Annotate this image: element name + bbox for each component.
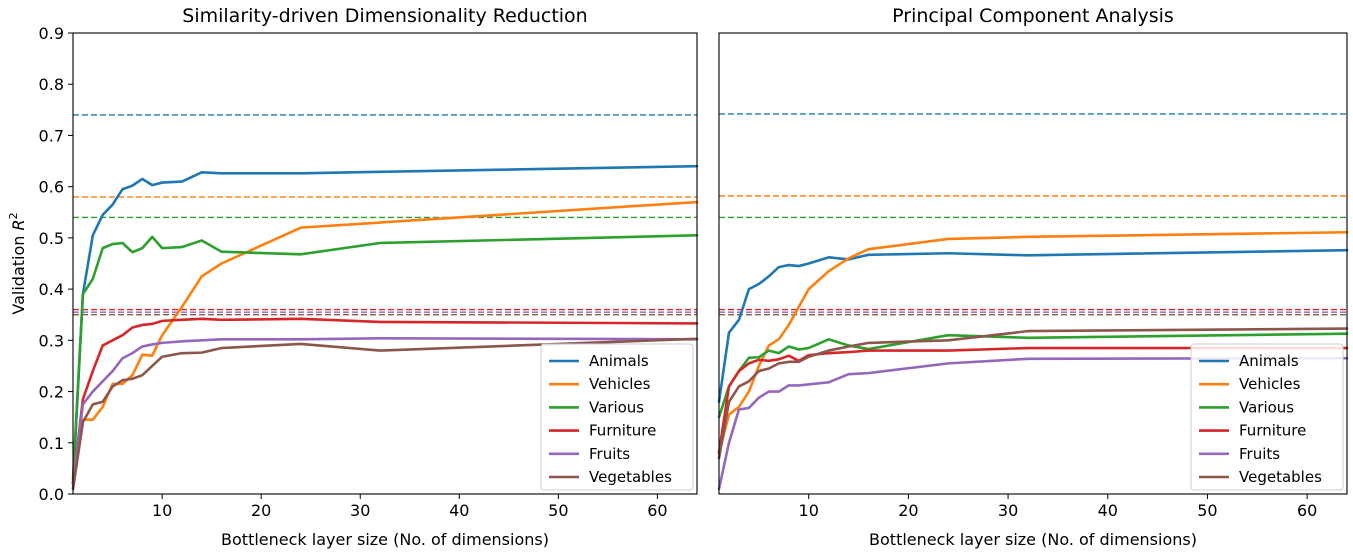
series-line-vegetables: [717, 327, 1349, 460]
legend-label-vegetables: Vegetables: [589, 468, 672, 486]
y-tick-label: 0.0: [39, 485, 64, 504]
series-line-fruits: [717, 356, 1349, 491]
chart-panel-2: Principal Component Analysis 10 20 30 40 50 60…: [717, 5, 1349, 549]
legend-label-various: Various: [589, 398, 644, 416]
legend: Animals Vehicles Various Furniture Fruits Veg…: [540, 343, 694, 491]
y-tick-label: 0.3: [39, 331, 64, 350]
chart-title: Similarity-driven Dimensionality Reducti…: [182, 5, 587, 27]
legend-label-animals: Animals: [589, 352, 649, 370]
series-line-animals: [71, 164, 699, 486]
series-line-animals: [717, 248, 1349, 404]
y-axis-label-part: 2: [7, 212, 20, 219]
y-tick-label: 0.9: [39, 24, 64, 43]
series-line-vehicles: [71, 200, 699, 491]
series-line-fruits: [71, 336, 699, 486]
y-tick-label: 0.7: [39, 126, 64, 145]
x-tick-label: 20: [898, 501, 918, 520]
plot-frame: [72, 32, 698, 495]
x-tick-label: 60: [647, 501, 667, 520]
legend: Animals Vehicles Various Furniture Fruits Veg…: [1190, 343, 1344, 491]
x-tick-label: 30: [350, 501, 370, 520]
x-axis-label: Bottleneck layer size (No. of dimensions…: [221, 530, 549, 549]
legend-label-animals: Animals: [1239, 352, 1299, 370]
y-axis-label: Validation R2: [7, 212, 28, 314]
legend-label-furniture: Furniture: [589, 422, 656, 440]
y-tick-label: 0.6: [39, 178, 64, 197]
series-line-furniture: [71, 317, 699, 486]
y-tick-label: 0.4: [39, 280, 64, 299]
x-tick-label: 10: [152, 501, 172, 520]
series-line-vehicles: [717, 230, 1349, 455]
series-line-various: [71, 234, 699, 480]
x-tick-label: 60: [1297, 501, 1317, 520]
x-tick-label: 40: [1098, 501, 1118, 520]
y-axis-label-part: R: [9, 219, 28, 230]
legend-label-various: Various: [1239, 398, 1294, 416]
y-tick-label: 0.2: [39, 383, 64, 402]
x-tick-label: 30: [998, 501, 1018, 520]
x-tick-label: 40: [449, 501, 469, 520]
plot-frame: [718, 32, 1348, 495]
x-axis-label: Bottleneck layer size (No. of dimensions…: [869, 530, 1197, 549]
y-tick-label: 0.5: [39, 229, 64, 248]
x-tick-label: 10: [799, 501, 819, 520]
series-line-vegetables: [71, 337, 699, 491]
legend-label-vehicles: Vehicles: [1239, 375, 1301, 393]
legend-label-fruits: Fruits: [1239, 445, 1280, 463]
y-tick-label: 0.1: [39, 434, 64, 453]
legend-label-vehicles: Vehicles: [589, 375, 651, 393]
x-tick-label: 20: [251, 501, 271, 520]
x-tick-label: 50: [548, 501, 568, 520]
legend-label-vegetables: Vegetables: [1239, 468, 1322, 486]
y-tick-label: 0.8: [39, 75, 64, 94]
chart-panel-1: Similarity-driven Dimensionality Reducti…: [7, 5, 699, 549]
y-axis-label-part: Validation: [9, 231, 28, 315]
legend-label-fruits: Fruits: [589, 445, 630, 463]
legend-label-furniture: Furniture: [1239, 422, 1306, 440]
series-line-furniture: [717, 346, 1349, 455]
chart-title: Principal Component Analysis: [892, 5, 1174, 27]
x-tick-label: 50: [1197, 501, 1217, 520]
